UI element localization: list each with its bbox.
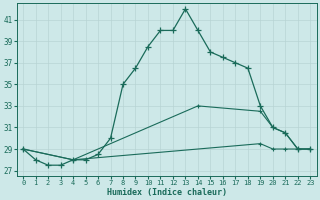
- X-axis label: Humidex (Indice chaleur): Humidex (Indice chaleur): [107, 188, 227, 197]
